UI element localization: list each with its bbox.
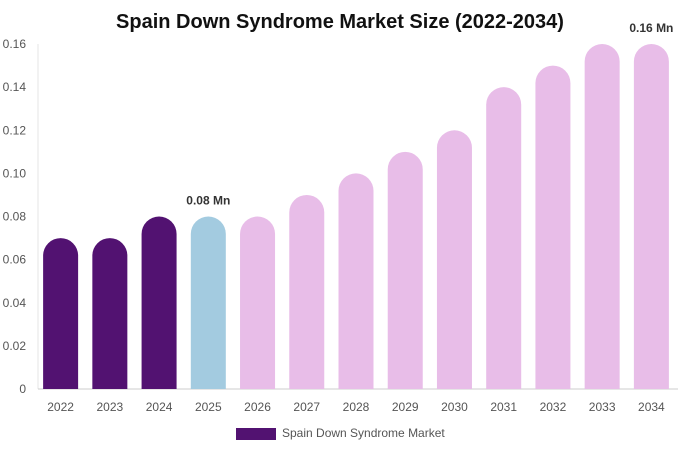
x-tick-label: 2030 xyxy=(441,400,468,414)
y-tick-label: 0.14 xyxy=(3,80,27,94)
y-tick-label: 0.16 xyxy=(3,37,27,51)
x-tick-label: 2025 xyxy=(195,400,222,414)
y-tick-label: 0.02 xyxy=(3,339,27,353)
y-tick-label: 0.12 xyxy=(3,123,27,137)
bar-2033[interactable] xyxy=(584,44,620,389)
bar-2022[interactable] xyxy=(43,238,79,389)
x-tick-label: 2031 xyxy=(490,400,517,414)
x-tick-label: 2028 xyxy=(343,400,370,414)
x-tick-label: 2026 xyxy=(244,400,271,414)
legend-label: Spain Down Syndrome Market xyxy=(282,426,445,440)
x-tick-label: 2034 xyxy=(638,400,665,414)
x-tick-label: 2027 xyxy=(293,400,320,414)
y-tick-label: 0 xyxy=(19,382,26,396)
bar-2029[interactable] xyxy=(387,151,423,389)
bar-2028[interactable] xyxy=(338,173,374,389)
x-tick-label: 2033 xyxy=(589,400,616,414)
legend[interactable]: Spain Down Syndrome Market xyxy=(236,426,445,440)
bar-2023[interactable] xyxy=(92,238,128,389)
y-tick-label: 0.04 xyxy=(3,296,27,310)
y-tick-label: 0.10 xyxy=(3,166,27,180)
bar-2024[interactable] xyxy=(141,216,177,390)
y-axis-ticks: 0 0.02 0.04 0.06 0.08 0.10 0.12 0.14 0.16 xyxy=(3,37,27,396)
bar-2027[interactable] xyxy=(289,194,325,389)
bar-2030[interactable] xyxy=(436,130,472,389)
x-tick-label: 2032 xyxy=(540,400,567,414)
y-tick-label: 0.06 xyxy=(3,253,27,267)
bar-2032[interactable] xyxy=(535,65,571,389)
bar-2025[interactable] xyxy=(190,216,226,390)
y-tick-label: 0.08 xyxy=(3,210,27,224)
data-labels: 0.08 Mn 0.16 Mn xyxy=(186,21,673,208)
x-tick-label: 2029 xyxy=(392,400,419,414)
bar-2026[interactable] xyxy=(240,216,276,389)
x-tick-label: 2024 xyxy=(146,400,173,414)
bar-2034[interactable] xyxy=(633,44,669,389)
x-tick-label: 2023 xyxy=(96,400,123,414)
data-label-2025: 0.08 Mn xyxy=(186,194,230,208)
chart-title: Spain Down Syndrome Market Size (2022-20… xyxy=(116,11,564,33)
legend-swatch xyxy=(236,428,276,440)
x-axis-ticks: 2022 2023 2024 2025 2026 2027 2028 2029 2030 2031… xyxy=(47,400,665,414)
data-label-2034: 0.16 Mn xyxy=(629,21,673,35)
x-tick-label: 2022 xyxy=(47,400,74,414)
bar-2031[interactable] xyxy=(486,87,522,389)
bars-group xyxy=(43,44,669,389)
